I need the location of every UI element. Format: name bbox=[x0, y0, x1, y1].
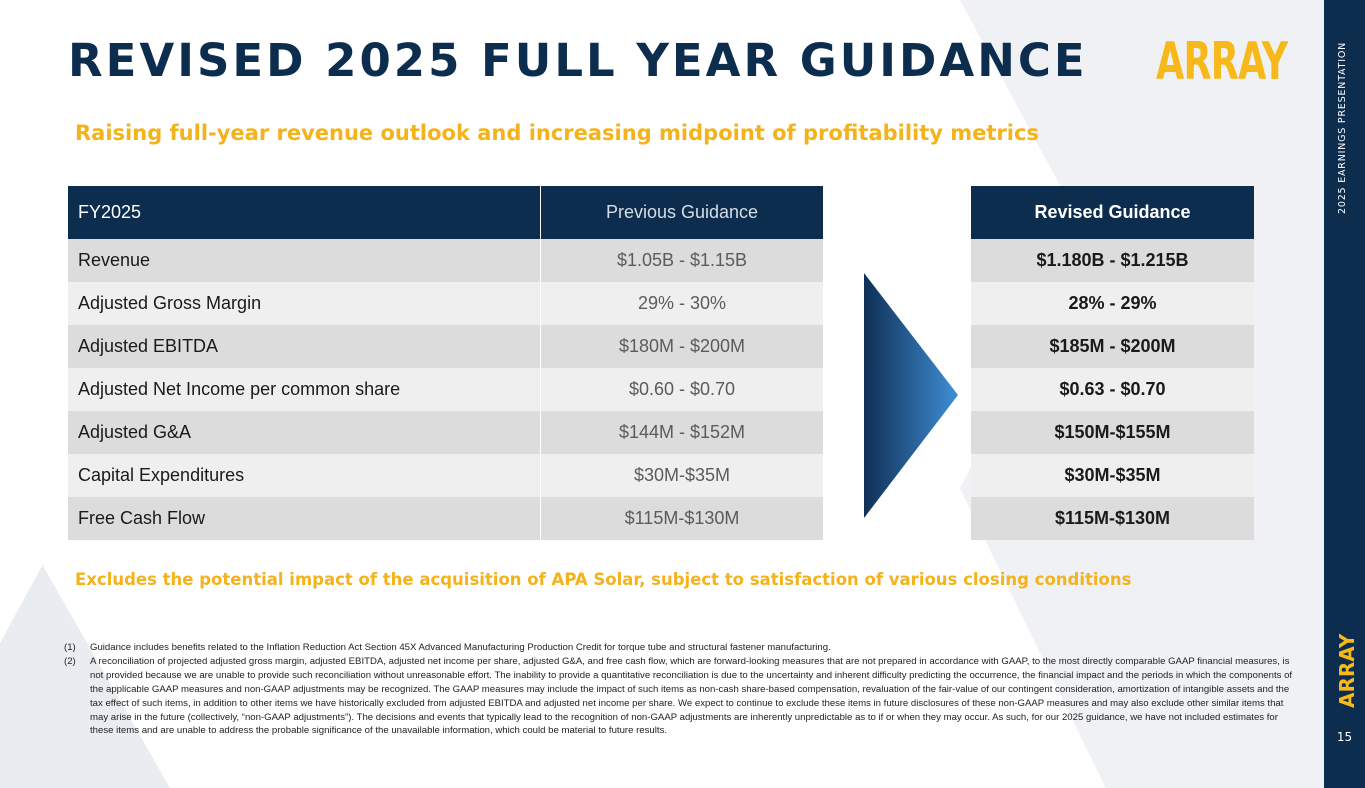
table-header-row: Revised Guidance bbox=[971, 186, 1254, 239]
sidebar-logo: ARRAY bbox=[1335, 633, 1359, 708]
table-row: Adjusted Gross Margin 29% - 30% bbox=[68, 282, 823, 325]
table-row: $150M-$155M bbox=[971, 411, 1254, 454]
previous-value: 29% - 30% bbox=[540, 282, 823, 325]
revised-guidance-table: Revised Guidance $1.180B - $1.215B 28% -… bbox=[971, 186, 1254, 540]
footnote-number: (2) bbox=[64, 655, 76, 667]
table-row: $1.180B - $1.215B bbox=[971, 239, 1254, 282]
row-label: Adjusted Net Income per common share bbox=[68, 368, 541, 411]
row-label: Adjusted G&A bbox=[68, 411, 541, 454]
footnote-text: Guidance includes benefits related to th… bbox=[90, 642, 831, 653]
array-logo: ARRAY bbox=[1156, 32, 1288, 92]
subtitle: Raising full-year revenue outlook and in… bbox=[75, 121, 1039, 145]
table-row: $0.63 - $0.70 bbox=[971, 368, 1254, 411]
table-row: Capital Expenditures $30M-$35M bbox=[68, 454, 823, 497]
previous-value: $30M-$35M bbox=[540, 454, 823, 497]
arrow-right-icon bbox=[864, 273, 958, 518]
table-row: Adjusted Net Income per common share $0.… bbox=[68, 368, 823, 411]
revised-value: 28% - 29% bbox=[971, 282, 1254, 325]
sidebar bbox=[1324, 0, 1365, 788]
previous-value: $1.05B - $1.15B bbox=[540, 239, 823, 282]
row-label: Revenue bbox=[68, 239, 541, 282]
revised-value: $0.63 - $0.70 bbox=[971, 368, 1254, 411]
revised-value: $150M-$155M bbox=[971, 411, 1254, 454]
exclusion-note: Excludes the potential impact of the acq… bbox=[75, 570, 1132, 589]
table-row: Free Cash Flow $115M-$130M bbox=[68, 497, 823, 540]
page-number: 15 bbox=[1336, 730, 1353, 744]
table-row: $30M-$35M bbox=[971, 454, 1254, 497]
table-row: $115M-$130M bbox=[971, 497, 1254, 540]
revised-value: $1.180B - $1.215B bbox=[971, 239, 1254, 282]
presentation-label: 2025 EARNINGS PRESENTATION bbox=[1337, 41, 1348, 214]
revised-value: $30M-$35M bbox=[971, 454, 1254, 497]
footnote-item: (1) Guidance includes benefits related t… bbox=[64, 641, 1299, 655]
footnote-number: (1) bbox=[64, 642, 76, 653]
footnotes: (1) Guidance includes benefits related t… bbox=[64, 641, 1299, 738]
previous-guidance-table: FY2025 Previous Guidance Revenue $1.05B … bbox=[68, 186, 823, 540]
footnote-item: (2) A reconciliation of projected adjust… bbox=[64, 655, 1299, 738]
previous-value: $115M-$130M bbox=[540, 497, 823, 540]
row-label: Adjusted Gross Margin bbox=[68, 282, 541, 325]
previous-value: $144M - $152M bbox=[540, 411, 823, 454]
table-row: $185M - $200M bbox=[971, 325, 1254, 368]
previous-value: $180M - $200M bbox=[540, 325, 823, 368]
table-row: Revenue $1.05B - $1.15B bbox=[68, 239, 823, 282]
previous-value: $0.60 - $0.70 bbox=[540, 368, 823, 411]
header-previous-guidance: Previous Guidance bbox=[540, 186, 823, 239]
revised-value: $115M-$130M bbox=[971, 497, 1254, 540]
table-row: Adjusted EBITDA $180M - $200M bbox=[68, 325, 823, 368]
table-row: 28% - 29% bbox=[971, 282, 1254, 325]
row-label: Capital Expenditures bbox=[68, 454, 541, 497]
row-label: Adjusted EBITDA bbox=[68, 325, 541, 368]
table-header-row: FY2025 Previous Guidance bbox=[68, 186, 823, 239]
row-label: Free Cash Flow bbox=[68, 497, 541, 540]
footnote-text: A reconciliation of projected adjusted g… bbox=[90, 655, 1293, 737]
header-revised-guidance: Revised Guidance bbox=[971, 186, 1254, 239]
revised-value: $185M - $200M bbox=[971, 325, 1254, 368]
page-title: REVISED 2025 FULL YEAR GUIDANCE bbox=[68, 34, 1088, 87]
table-row: Adjusted G&A $144M - $152M bbox=[68, 411, 823, 454]
header-fy2025: FY2025 bbox=[68, 186, 541, 239]
